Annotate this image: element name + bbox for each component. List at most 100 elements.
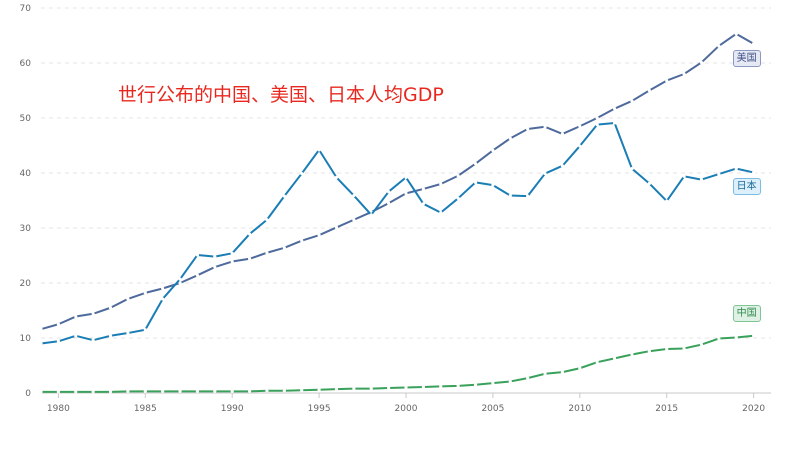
data-point: [247, 257, 252, 261]
data-point: [247, 232, 252, 236]
data-point: [647, 181, 651, 186]
data-point: [473, 162, 478, 166]
data-point: [352, 218, 356, 222]
data-point: [560, 370, 565, 374]
data-point: [508, 136, 512, 140]
data-point: [317, 388, 321, 392]
data-point: [647, 349, 651, 353]
data-point: [108, 334, 113, 338]
data-point: [300, 239, 304, 243]
data-point: [682, 346, 686, 351]
x-tick-label: 1985: [134, 404, 157, 414]
x-tick-label: 2010: [568, 404, 591, 414]
data-point: [334, 387, 339, 391]
data-point: [161, 389, 165, 393]
data-point: [387, 190, 391, 194]
data-point: [734, 32, 738, 36]
data-point: [473, 383, 478, 387]
y-tick-label: 30: [20, 224, 32, 234]
data-point: [334, 225, 339, 230]
data-point: [630, 99, 634, 103]
series-label: 日本: [732, 178, 761, 196]
data-point: [421, 187, 425, 191]
y-tick-label: 0: [25, 389, 31, 399]
data-point: [752, 42, 756, 46]
data-point: [682, 174, 686, 178]
y-tick-label: 10: [20, 334, 32, 344]
y-tick-label: 60: [20, 59, 32, 69]
data-point: [39, 390, 43, 394]
data-point: [74, 314, 78, 319]
y-tick-label: 20: [20, 279, 32, 289]
data-point: [752, 334, 756, 338]
data-point: [665, 347, 669, 351]
data-point: [717, 172, 721, 176]
data-point: [334, 175, 339, 179]
data-point: [682, 72, 686, 76]
data-point: [595, 360, 599, 364]
data-point: [282, 389, 286, 393]
data-point: [213, 265, 217, 269]
data-point: [91, 312, 95, 316]
data-point: [595, 123, 599, 127]
data-point: [195, 389, 200, 393]
series-line: [40, 32, 755, 331]
chart-annotation: 世行公布的中国、美国、日本人均GDP: [118, 84, 444, 106]
data-point: [56, 390, 60, 394]
data-point: [526, 194, 530, 198]
data-point: [265, 251, 269, 255]
data-point: [230, 251, 234, 255]
y-tick-label: 40: [20, 169, 32, 179]
data-point: [39, 327, 43, 331]
y-tick-label: 70: [20, 4, 32, 14]
data-point: [161, 286, 165, 291]
data-point: [108, 306, 113, 310]
data-point: [213, 255, 217, 259]
data-point: [195, 273, 200, 277]
data-point: [439, 384, 443, 388]
data-point: [699, 60, 704, 65]
data-point: [213, 389, 217, 393]
data-point: [491, 148, 495, 153]
data-point: [699, 343, 704, 347]
data-point: [456, 196, 460, 200]
data-point: [282, 246, 286, 250]
data-point: [317, 233, 321, 237]
x-tick-label: 1980: [47, 404, 70, 414]
data-point: [195, 253, 200, 257]
data-point: [491, 183, 495, 187]
data-point: [300, 171, 304, 176]
x-tick-label: 1990: [221, 404, 244, 414]
data-point: [352, 387, 356, 391]
data-point: [369, 213, 373, 217]
data-point: [665, 79, 669, 83]
data-point: [717, 336, 721, 341]
data-point: [752, 170, 756, 175]
data-point: [560, 164, 565, 168]
data-point: [56, 339, 60, 343]
data-point: [404, 175, 408, 179]
axes: 0 10 20 30 40 50 60 70 1980 1985 1990 1995 2000 2005 2…: [20, 4, 771, 414]
data-point: [56, 322, 60, 326]
data-point: [74, 334, 78, 338]
data-point: [39, 341, 43, 346]
data-point: [143, 291, 147, 295]
data-point: [369, 387, 373, 391]
data-point: [108, 390, 113, 394]
data-point: [161, 297, 165, 301]
data-point: [456, 384, 460, 388]
data-point: [595, 116, 599, 120]
data-point: [265, 218, 269, 222]
data-point: [578, 124, 582, 128]
data-point: [143, 389, 147, 393]
data-point: [404, 385, 408, 390]
data-point: [543, 125, 547, 129]
x-tick-label: 2015: [655, 404, 678, 414]
data-point: [734, 335, 738, 340]
data-point: [421, 202, 425, 206]
data-point: [612, 121, 617, 125]
grid-lines: [41, 7, 771, 339]
data-point: [230, 259, 234, 264]
data-point: [578, 144, 582, 148]
data-point: [612, 356, 617, 360]
